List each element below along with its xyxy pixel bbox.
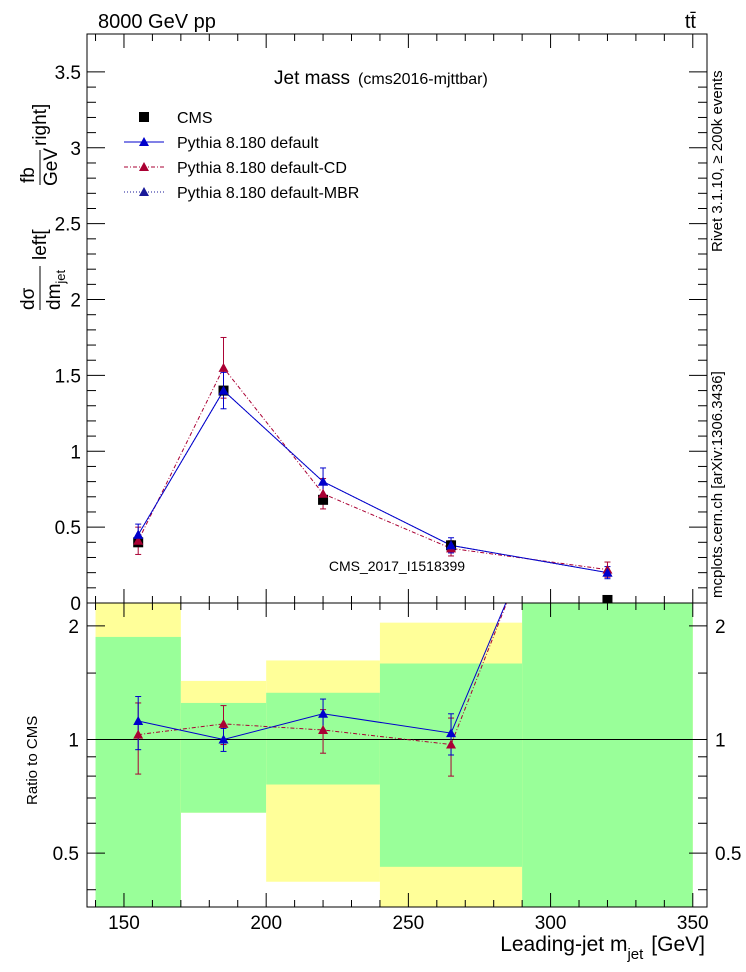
default-point bbox=[318, 476, 329, 486]
analysis-watermark: CMS_2017_I1518399 bbox=[329, 558, 465, 574]
subtitle-text: (cms2016-mjttbar) bbox=[358, 71, 488, 88]
default-point bbox=[446, 540, 457, 550]
legend-label-cd: Pythia 8.180 default-CD bbox=[177, 160, 347, 177]
cd-point bbox=[133, 535, 144, 545]
main-ytick-label: 1.5 bbox=[55, 366, 81, 387]
legend-label-cms: CMS bbox=[177, 110, 213, 127]
ratio-ylabel: Ratio to CMS bbox=[24, 716, 41, 805]
legend-marker-mbr bbox=[139, 187, 149, 196]
legend-label-mbr: Pythia 8.180 default-MBR bbox=[177, 185, 359, 202]
cd-point bbox=[218, 362, 229, 372]
main-ytick-label: 2 bbox=[70, 291, 81, 312]
rivet-label: Rivet 3.1.10, ≥ 200k events bbox=[709, 70, 726, 252]
ylabel-den: dmjet bbox=[44, 269, 68, 310]
legend-label-default: Pythia 8.180 default bbox=[177, 135, 319, 152]
main-ytick-label: 2.5 bbox=[55, 215, 81, 236]
ratio-ytick-label-right: 1 bbox=[715, 731, 726, 752]
legend: CMS Pythia 8.180 default Pythia 8.180 de… bbox=[124, 110, 359, 202]
ylabel-frac-den: GeV bbox=[41, 148, 62, 186]
default-line bbox=[137, 389, 608, 574]
mcplots-label: mcplots.cern.ch [arXiv:1306.3436] bbox=[709, 371, 726, 598]
ratio-ytick-label-right: 2 bbox=[715, 617, 726, 638]
ratio-xtick-label: 200 bbox=[250, 913, 282, 934]
default-ratio-point bbox=[318, 708, 329, 718]
ylabel-num: dσ bbox=[18, 287, 39, 310]
ylabel-den-main: dm bbox=[44, 284, 65, 310]
mbr-line bbox=[137, 389, 608, 574]
main-ytick-label: 1 bbox=[70, 442, 81, 463]
legend-marker-cms bbox=[139, 112, 149, 122]
x-axis-label: Leading-jet mjet [GeV] bbox=[500, 933, 705, 963]
ratio-band-inner bbox=[522, 603, 693, 907]
ylabel-mid: left[ bbox=[30, 229, 51, 260]
default-point bbox=[218, 385, 229, 395]
ratio-xtick-label: 250 bbox=[393, 913, 425, 934]
default-point bbox=[602, 567, 613, 577]
energy-label: 8000 GeV pp bbox=[98, 11, 216, 33]
ratio-frame bbox=[86, 602, 708, 908]
default-ratio-point bbox=[446, 728, 457, 738]
cd-ratio-point bbox=[318, 724, 329, 734]
cd-ratio-point bbox=[446, 739, 457, 749]
ylabel-den-sub: jet bbox=[53, 269, 68, 284]
cd-point bbox=[318, 488, 329, 498]
cd-ratio-line bbox=[138, 603, 508, 746]
cd-ratio-point bbox=[218, 718, 229, 728]
legend-marker-cd bbox=[139, 162, 149, 171]
default-ratio-point bbox=[218, 734, 229, 744]
title-text: Jet mass bbox=[274, 68, 350, 89]
cd-line bbox=[137, 366, 608, 571]
default-point bbox=[133, 529, 144, 539]
cd-ratio-point bbox=[133, 729, 144, 739]
main-panel: 0 0.5 1 1.5 2 2.5 3 3.5 Jet mass (cms2016-mjttba… bbox=[18, 33, 708, 615]
ratio-xtick-label: 300 bbox=[535, 913, 567, 934]
ratio-ytick-label: 2 bbox=[68, 617, 79, 638]
xlabel-main: Leading-jet m bbox=[500, 933, 627, 956]
xlabel-unit: [GeV] bbox=[651, 933, 705, 956]
main-title: Jet mass (cms2016-mjttbar) bbox=[274, 68, 488, 89]
main-ylabel: dσ dmjet left[ fb GeV right] bbox=[18, 104, 68, 310]
default-ratio-point bbox=[133, 715, 144, 725]
main-ytick-label: 0.5 bbox=[55, 518, 81, 539]
ratio-xtick-label: 350 bbox=[677, 913, 709, 934]
ylabel-end: right] bbox=[30, 104, 51, 146]
legend-marker-default bbox=[139, 137, 149, 146]
process-label: tt̄ bbox=[685, 11, 697, 33]
ratio-ytick-label: 1 bbox=[68, 731, 79, 752]
ratio-ytick-label-right: 0.5 bbox=[715, 844, 741, 865]
main-ytick-label: 3 bbox=[70, 139, 81, 160]
main-ytick-label: 0 bbox=[70, 594, 81, 615]
cms-point bbox=[318, 494, 329, 505]
ratio-ytick-label: 0.5 bbox=[53, 844, 79, 865]
main-ytick-label: 3.5 bbox=[55, 63, 81, 84]
ratio-xtick-label: 150 bbox=[108, 913, 140, 934]
xlabel-sub: jet bbox=[626, 946, 644, 963]
ratio-panel: 0.5 0.5 1 1 2 2 150 200 250 300 350 Ratio to CMS L… bbox=[24, 602, 741, 963]
ylabel-frac-num: fb bbox=[18, 167, 39, 183]
